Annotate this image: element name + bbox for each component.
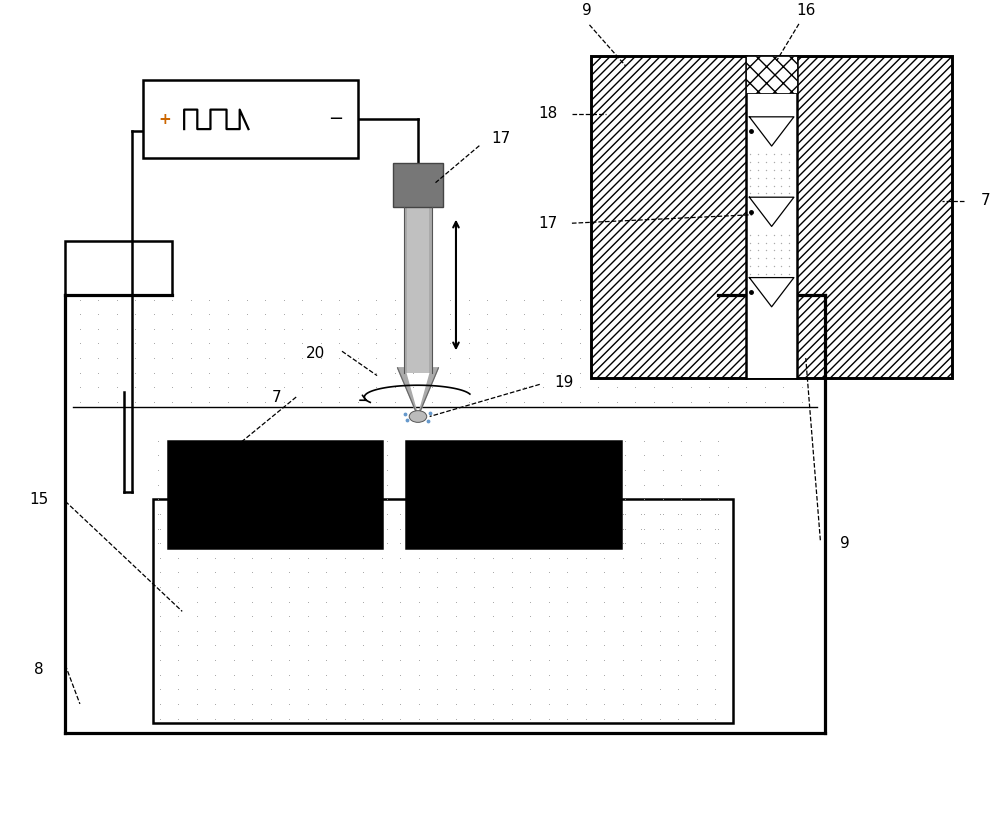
Text: 9: 9 xyxy=(840,535,850,550)
Text: 19: 19 xyxy=(554,375,574,390)
Bar xyxy=(591,56,952,378)
Text: 15: 15 xyxy=(29,492,49,507)
Text: 8: 8 xyxy=(34,662,44,677)
Text: 18: 18 xyxy=(538,106,557,121)
Bar xyxy=(718,241,825,295)
Text: 17: 17 xyxy=(538,215,557,231)
Bar xyxy=(168,441,382,548)
Bar xyxy=(153,499,733,724)
Bar xyxy=(746,56,797,93)
Text: 16: 16 xyxy=(796,2,815,17)
Polygon shape xyxy=(398,368,418,417)
Bar xyxy=(73,295,817,725)
Polygon shape xyxy=(749,197,794,226)
Polygon shape xyxy=(749,277,794,307)
Polygon shape xyxy=(749,117,794,146)
Bar xyxy=(143,80,358,158)
Text: +: + xyxy=(158,112,171,127)
Ellipse shape xyxy=(409,411,427,422)
Bar xyxy=(406,441,621,548)
Text: −: − xyxy=(329,111,344,129)
Text: 9: 9 xyxy=(582,2,591,17)
Polygon shape xyxy=(418,368,438,417)
Text: 7: 7 xyxy=(981,193,991,208)
Text: 20: 20 xyxy=(306,346,325,361)
Bar xyxy=(65,241,172,295)
Text: 17: 17 xyxy=(491,131,510,146)
Bar xyxy=(407,207,429,373)
Bar xyxy=(404,207,432,373)
Bar xyxy=(393,163,443,207)
Bar xyxy=(746,56,797,378)
Text: 7: 7 xyxy=(272,389,282,404)
